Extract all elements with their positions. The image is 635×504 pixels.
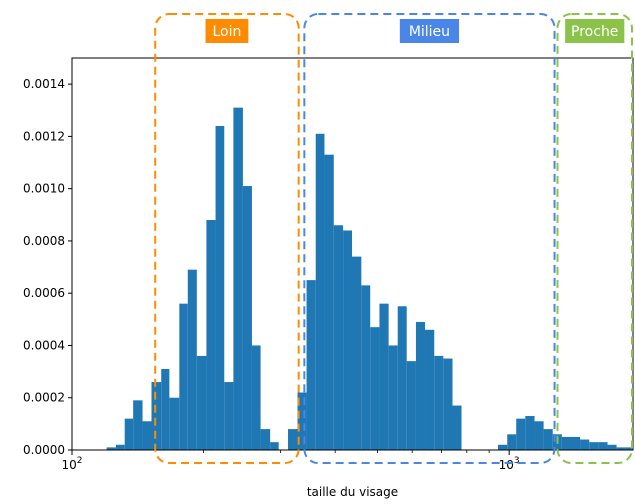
- x-axis-label: taille du visage: [307, 485, 398, 499]
- region-label: Loin: [212, 24, 241, 40]
- histogram-bar: [179, 303, 188, 450]
- histogram-bar: [580, 439, 590, 450]
- region-label-bg: [565, 19, 625, 43]
- histogram-bar: [115, 444, 125, 450]
- histogram-bar: [161, 368, 170, 450]
- histogram-bar: [315, 133, 325, 450]
- histogram-bar: [343, 230, 352, 450]
- histogram-bar: [306, 280, 316, 450]
- histogram-bar: [288, 429, 298, 450]
- histogram-bar: [106, 447, 116, 450]
- histogram-bar: [607, 444, 617, 450]
- histogram-bar: [625, 447, 633, 450]
- histogram-bar: [242, 186, 252, 450]
- plot-frame: [71, 57, 634, 451]
- histogram-bar: [507, 434, 517, 450]
- histogram-bar: [598, 442, 608, 450]
- histogram-bar: [260, 429, 271, 450]
- y-tick-label: 0.0010: [23, 182, 65, 196]
- histogram-bar: [133, 400, 143, 450]
- histogram-bar: [361, 285, 371, 450]
- histogram-bar: [397, 306, 407, 450]
- histogram-bar: [206, 220, 216, 450]
- histogram-bar: [270, 442, 279, 450]
- histogram-bar: [297, 392, 307, 450]
- histogram-bar: [379, 303, 389, 450]
- histogram-bar: [233, 107, 243, 451]
- y-tick-label: 0.0014: [23, 77, 65, 91]
- region-label-bg: [399, 19, 460, 43]
- histogram-bar: [215, 125, 225, 451]
- histogram-bar: [616, 447, 626, 450]
- region-box: [556, 13, 633, 464]
- histogram-bar: [187, 269, 197, 450]
- histogram-bar: [196, 355, 207, 450]
- histogram-bar: [251, 345, 261, 450]
- region-label-bg: [205, 19, 249, 43]
- histogram-bar: [434, 355, 444, 450]
- histogram-bar: [525, 416, 535, 450]
- histogram-bar: [516, 418, 526, 450]
- histogram-bar: [443, 358, 453, 450]
- region-box: [303, 13, 556, 464]
- histogram-bar: [351, 256, 362, 450]
- histogram-bar: [151, 382, 162, 450]
- histogram-bar: [142, 421, 152, 450]
- histogram-bar: [543, 429, 553, 450]
- region-box: [154, 13, 300, 464]
- histogram-bar: [388, 345, 398, 450]
- region-label: Milieu: [409, 24, 450, 40]
- y-tick-label: 0.0008: [23, 234, 65, 248]
- histogram-bar: [534, 421, 544, 450]
- x-tick-label: 102: [61, 456, 82, 472]
- bars-group: [106, 107, 633, 451]
- axes-group: 0.0000 0.0002 0.0004 0.0006 0.0008 0.0010 0.00…: [23, 57, 634, 472]
- histogram-bar: [415, 321, 426, 450]
- region-label: Proche: [571, 24, 618, 40]
- histogram-bar: [169, 397, 180, 450]
- y-tick-label: 0.0002: [23, 391, 65, 405]
- histogram-bar: [406, 361, 416, 450]
- histogram-bar: [589, 442, 599, 450]
- histogram-bar: [425, 329, 435, 450]
- y-tick-label: 0.0000: [23, 443, 65, 457]
- histogram-bar: [224, 382, 234, 450]
- y-tick-label: 0.0004: [23, 338, 65, 352]
- histogram-bar: [498, 444, 508, 450]
- histogram-bar: [452, 405, 462, 450]
- y-tick-label: 0.0012: [23, 129, 65, 143]
- histogram-bar: [570, 436, 581, 450]
- histogram-bar: [124, 418, 134, 450]
- histogram-bar: [333, 225, 344, 450]
- x-tick-label: 103: [499, 456, 520, 472]
- histogram-bar: [561, 436, 571, 450]
- histogram-bar: [324, 154, 334, 450]
- y-tick-label: 0.0006: [23, 286, 65, 300]
- regions-group: Loin Milieu Proche: [154, 13, 633, 464]
- histogram-bar: [370, 327, 380, 450]
